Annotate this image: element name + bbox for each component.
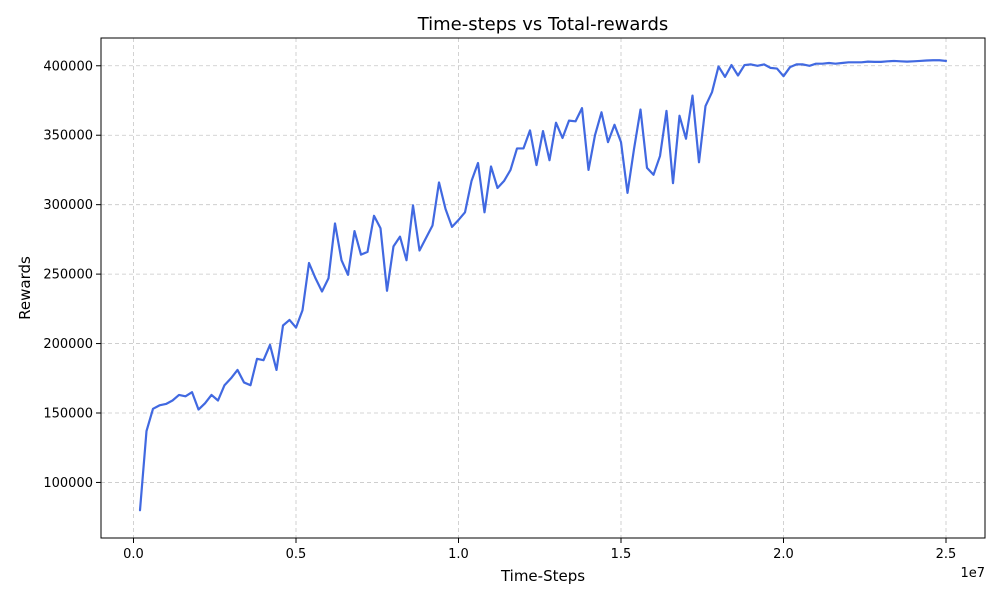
x-tick-label: 1.5	[611, 547, 632, 562]
x-tick-label: 1.0	[448, 547, 469, 562]
rewards-series-line	[138, 59, 948, 512]
y-tick-label: 350000	[43, 129, 93, 144]
x-tick-label: 0.5	[286, 547, 307, 562]
x-tick-label: 2.0	[773, 547, 794, 562]
x-axis-label: Time-Steps	[500, 567, 585, 585]
x-tick-label: 0.0	[123, 547, 144, 562]
y-tick-label: 150000	[43, 407, 93, 422]
y-tick-label: 250000	[43, 268, 93, 283]
y-tick-label: 200000	[43, 337, 93, 352]
grid-layer	[101, 38, 985, 538]
chart-title: Time-steps vs Total-rewards	[417, 14, 669, 35]
x-axis-offset-label: 1e7	[960, 566, 985, 581]
y-axis: 100000 150000 200000 250000 300000 350000 4000…	[43, 59, 101, 491]
y-tick-label: 300000	[43, 198, 93, 213]
y-tick-label: 100000	[43, 476, 93, 491]
x-tick-label: 2.5	[936, 547, 957, 562]
x-axis: 0.0 0.5 1.0 1.5 2.0 2.5	[123, 538, 956, 562]
series-layer	[138, 59, 948, 512]
y-tick-label: 400000	[43, 59, 93, 74]
plot-frame	[100, 37, 986, 539]
y-axis-label: Rewards	[16, 256, 34, 320]
